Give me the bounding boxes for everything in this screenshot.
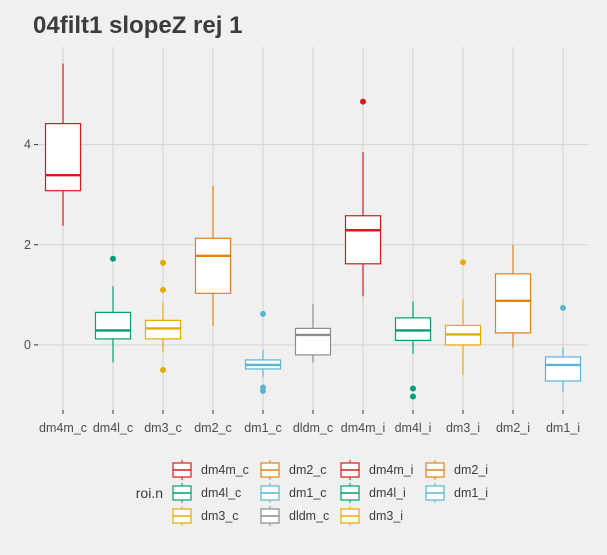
box-body [394,317,432,342]
boxes [44,63,582,400]
legend-item: dm1_i [425,483,488,503]
box-dm3_i [444,259,482,375]
box-dm1_i [544,304,582,393]
box-body [544,356,582,382]
box-body [494,273,532,334]
y-tick-label: 4 [24,138,31,152]
legend-item: dm1_c [260,483,327,503]
y-tick-label: 2 [24,238,31,252]
legend-item: dm4l_c [172,483,241,503]
box-dm4m_c [44,63,82,226]
x-tick-label: dm3_c [144,421,182,435]
legend-label: dm4m_i [369,463,413,477]
outlier-point [410,385,416,392]
x-tick-label: dldm_c [293,421,333,435]
box-dm2_c [194,185,232,326]
legend-title: roi.n [136,485,163,501]
axes: 0 2 4 dm4m_c dm4l_c dm3_c dm2_c dm1_c dldm_c dm4m… [24,138,580,435]
legend-label: dm4l_i [369,486,406,500]
outlier-point [360,98,366,105]
box-body [344,215,382,265]
x-tick-label: dm4l_i [395,421,432,435]
x-tick-label: dm1_i [546,421,580,435]
box-body [94,311,132,340]
x-tick-label: dm2_c [194,421,232,435]
box-dm1_c [244,310,282,394]
outlier-point [260,387,266,394]
x-tick-label: dm1_c [244,421,282,435]
outlier-point [160,366,166,373]
legend-item: dm4m_i [340,460,413,480]
outlier-point [410,393,416,400]
legend-item: dm2_i [425,460,488,480]
legend-label: dm4m_c [201,463,249,477]
outlier-point [460,259,466,266]
legend-item: dm3_i [340,506,403,526]
legend-label: dm1_c [289,486,327,500]
legend-item: dm4m_c [172,460,249,480]
x-tick-label: dm3_i [446,421,480,435]
outlier-point [260,310,266,317]
x-tick-label: dm4m_i [341,421,385,435]
box-dm3_c [144,259,182,373]
legend-label: dm4l_c [201,486,241,500]
chart-title: 04filt1 slopeZ rej 1 [33,12,243,39]
outlier-point [560,304,566,311]
y-tick-label: 0 [24,338,31,352]
box-dldm_c [294,303,332,363]
box-body [194,237,232,294]
box-dm4l_c [94,255,132,363]
legend-label: dm1_i [454,486,488,500]
box-body [294,327,332,356]
legend-item: dm4l_i [340,483,406,503]
legend-item: dm3_c [172,506,239,526]
box-body [44,123,82,192]
legend-label: dm2_i [454,463,488,477]
outlier-point [160,286,166,293]
legend-label: dldm_c [289,509,329,523]
box-dm2_i [494,244,532,348]
x-tick-label: dm2_i [496,421,530,435]
outlier-point [160,259,166,266]
box-dm4m_i [344,98,382,297]
legend-item: dldm_c [260,506,329,526]
x-tick-label: dm4l_c [93,421,133,435]
legend-label: dm3_c [201,509,239,523]
legend-label: dm2_c [289,463,327,477]
box-body [144,319,182,340]
legend-item: dm2_c [260,460,327,480]
x-tick-label: dm4m_c [39,421,87,435]
legend-label: dm3_i [369,509,403,523]
box-dm4l_i [394,301,432,400]
legend: roi.n dm4m_c dm4l_c dm3_c dm2_c dm1_c dldm_c dm… [136,460,488,526]
outlier-point [110,255,116,262]
